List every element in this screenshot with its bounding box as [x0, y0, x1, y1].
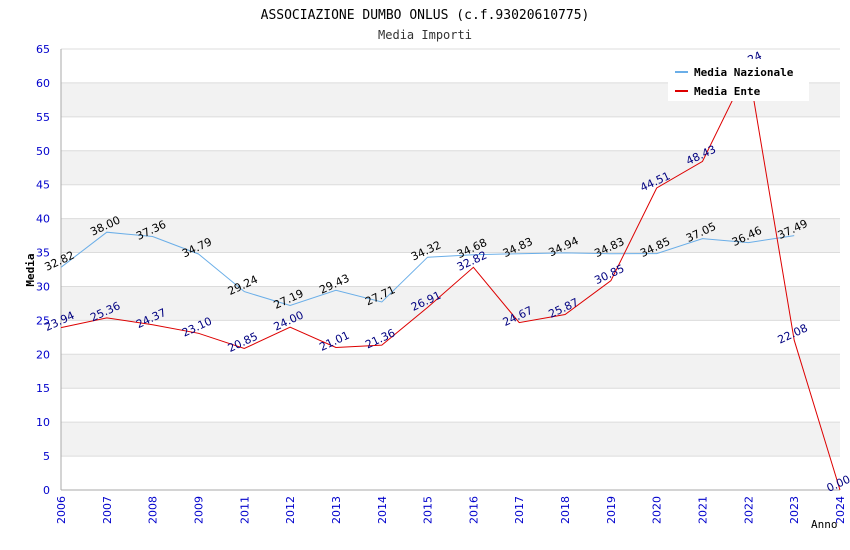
x-tick-label: 2008 [147, 496, 160, 524]
x-tick-label: 2007 [101, 496, 114, 524]
grid-band [61, 456, 840, 490]
x-tick-label: 2011 [238, 496, 251, 524]
y-tick-label: 55 [36, 111, 50, 124]
grid-band [61, 184, 840, 219]
x-tick-label: 2023 [788, 496, 801, 524]
x-tick-label: 2009 [192, 496, 205, 524]
y-tick-label: 30 [36, 280, 50, 293]
series-line [60, 231, 795, 307]
legend: Media Nazionale Media Ente [668, 59, 809, 101]
y-tick-label: 20 [36, 348, 50, 361]
x-tick-label: 2017 [513, 496, 526, 524]
y-tick-label: 15 [36, 382, 50, 395]
x-tick-label: 2024 [834, 496, 847, 524]
x-tick-label: 2013 [330, 496, 343, 524]
x-tick-label: 2014 [376, 496, 389, 524]
legend-box [668, 59, 809, 101]
x-tick-label: 2021 [697, 496, 710, 524]
x-tick-label: 2015 [422, 496, 435, 524]
grid-band [61, 422, 840, 457]
series-layer [60, 66, 841, 491]
x-axis: 2006 2007 2008 2009 2011 2012 2013 2014 2015 2016… [55, 489, 847, 524]
chart-title: ASSOCIAZIONE DUMBO ONLUS (c.f.9302061077… [261, 8, 590, 23]
legend-label: Media Ente [694, 85, 761, 98]
y-tick-label: 25 [36, 314, 50, 327]
y-tick-label: 5 [43, 450, 50, 463]
x-tick-label: 2018 [559, 496, 572, 524]
y-tick-label: 0 [43, 484, 50, 497]
y-axis-label: Media [24, 253, 37, 286]
x-axis-label: Anno [811, 518, 838, 531]
grid-band [61, 388, 840, 423]
y-tick-label: 45 [36, 179, 50, 192]
y-tick-label: 65 [36, 43, 50, 56]
grid-band [61, 252, 840, 287]
grid-band [61, 116, 840, 151]
grid-band [61, 150, 840, 185]
chart-subtitle: Media Importi [378, 28, 472, 42]
grid-band [61, 354, 840, 389]
y-tick-label: 40 [36, 213, 50, 226]
y-tick-label: 50 [36, 145, 50, 158]
grid-bands [61, 48, 840, 491]
x-tick-label: 2012 [284, 496, 297, 524]
x-tick-label: 2022 [742, 496, 755, 524]
grid-band [61, 286, 840, 321]
grid-band [61, 320, 840, 355]
y-tick-label: 35 [36, 247, 50, 260]
y-axis: 0 5 10 15 20 25 30 35 40 45 50 55 60 65 [36, 43, 62, 497]
y-tick-label: 10 [36, 416, 50, 429]
series-line [60, 66, 841, 491]
y-tick-label: 60 [36, 77, 50, 90]
x-tick-label: 2006 [55, 496, 68, 524]
x-tick-label: 2019 [605, 496, 618, 524]
x-tick-label: 2016 [467, 496, 480, 524]
legend-label: Media Nazionale [694, 66, 794, 79]
grid-band [61, 218, 840, 253]
x-tick-label: 2020 [651, 496, 664, 524]
